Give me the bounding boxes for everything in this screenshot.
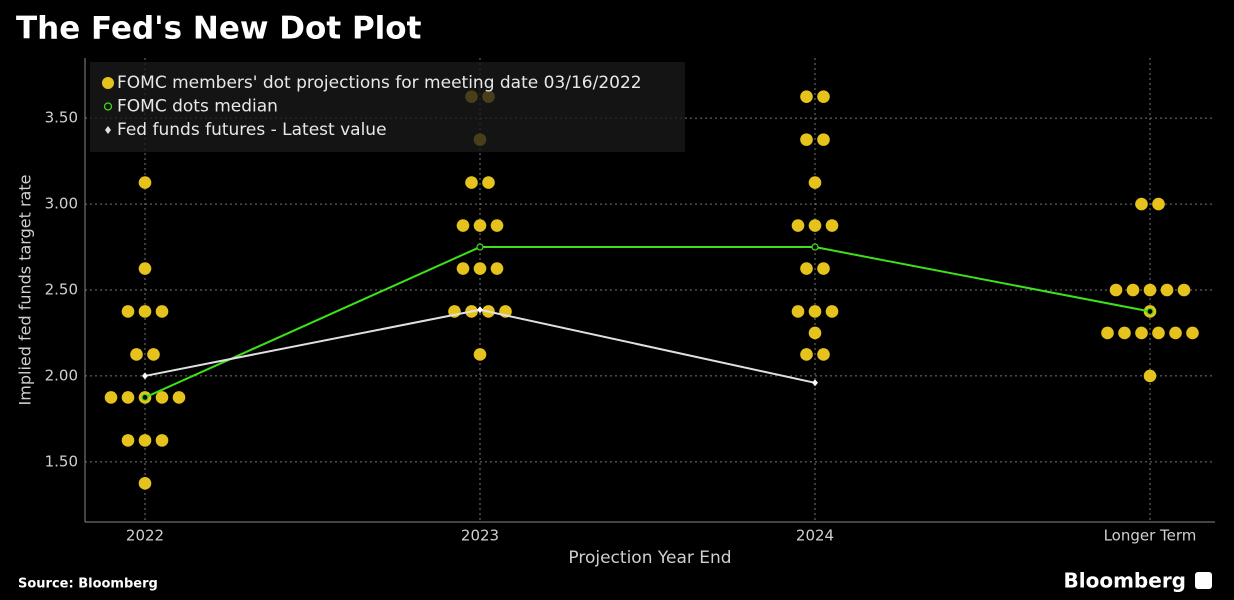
- legend-marker: [105, 126, 111, 134]
- dot: [130, 348, 143, 361]
- dot: [1169, 326, 1182, 340]
- brand: Bloomberg: [1064, 569, 1186, 593]
- y-tick-label: 2.00: [45, 366, 78, 384]
- dot: [155, 434, 169, 447]
- dot: [800, 90, 813, 103]
- dot: [138, 305, 152, 318]
- dot: [825, 219, 839, 232]
- dot: [800, 262, 813, 275]
- legend-label: FOMC dots median: [117, 97, 278, 117]
- x-tick-label: 2024: [796, 527, 834, 545]
- dot: [138, 176, 152, 189]
- x-axis-label: Projection Year End: [568, 548, 731, 568]
- y-tick-label: 1.50: [45, 452, 78, 470]
- dot: [1152, 326, 1165, 340]
- dot: [800, 133, 813, 146]
- dot: [1126, 283, 1140, 297]
- dot: [817, 348, 830, 361]
- dot: [172, 391, 186, 404]
- dot: [456, 262, 470, 275]
- dot: [482, 176, 495, 189]
- dot: [138, 477, 152, 490]
- dot: [121, 434, 135, 447]
- brand-icon: [1195, 572, 1212, 589]
- dot: [791, 305, 805, 318]
- dot: [473, 219, 487, 232]
- median-marker: [476, 243, 484, 251]
- legend-marker: [102, 77, 114, 89]
- median-marker: [141, 393, 149, 402]
- dot: [155, 305, 169, 318]
- dot: [1143, 369, 1157, 383]
- y-tick-label: 3.00: [45, 195, 78, 213]
- dot: [1101, 326, 1114, 340]
- legend-marker: [103, 102, 113, 111]
- dot: [465, 176, 478, 189]
- dot: [1186, 326, 1199, 340]
- y-axis-label: Implied fed funds target rate: [16, 175, 35, 406]
- dot: [1118, 326, 1131, 340]
- dot: [1152, 197, 1165, 211]
- dot: [808, 305, 822, 318]
- dot: [490, 219, 504, 232]
- dot: [1160, 283, 1174, 297]
- chart-title: The Fed's New Dot Plot: [16, 11, 422, 47]
- legend-label: FOMC members' dot projections for meetin…: [117, 73, 642, 93]
- dot: [155, 391, 169, 404]
- legend-box: [90, 62, 685, 152]
- dot: [456, 219, 470, 232]
- median-marker: [811, 243, 819, 251]
- dot: [1109, 283, 1123, 297]
- futures-marker: [142, 372, 148, 380]
- plot: 1.50 2.00 2.50 3.00 3.50 2022 2023 2024 Longer T…: [45, 58, 1215, 545]
- dot: [473, 262, 487, 275]
- dot: [800, 348, 813, 361]
- x-tick-label: Longer Term: [1104, 527, 1197, 545]
- dot: [1135, 197, 1148, 211]
- dot: [817, 133, 830, 146]
- dot: [490, 262, 504, 275]
- dot: [808, 176, 822, 189]
- legend: FOMC members' dot projections for meetin…: [90, 62, 685, 152]
- median-marker: [1146, 307, 1154, 316]
- dot: [1135, 326, 1148, 340]
- dot: [1177, 283, 1191, 297]
- dot: [121, 391, 135, 404]
- dot: [817, 90, 830, 103]
- dot: [104, 391, 118, 404]
- x-tick-label: 2022: [126, 527, 164, 545]
- dot: [147, 348, 160, 361]
- futures-marker: [812, 379, 818, 387]
- dot: [825, 305, 839, 318]
- source: Source: Bloomberg: [18, 577, 158, 592]
- dot: [808, 219, 822, 232]
- dot: [138, 262, 152, 275]
- dot: [808, 326, 822, 340]
- futures-marker: [477, 306, 483, 314]
- y-tick-label: 3.50: [45, 109, 78, 127]
- x-tick-label: 2023: [461, 527, 499, 545]
- dot: [138, 434, 152, 447]
- dot: [791, 219, 805, 232]
- line: [144, 246, 1151, 399]
- dot: [121, 305, 135, 318]
- dot: [817, 262, 830, 275]
- y-tick-label: 2.50: [45, 281, 78, 299]
- legend-label: Fed funds futures - Latest value: [117, 120, 387, 140]
- dot: [1143, 283, 1157, 297]
- dot: [473, 348, 487, 361]
